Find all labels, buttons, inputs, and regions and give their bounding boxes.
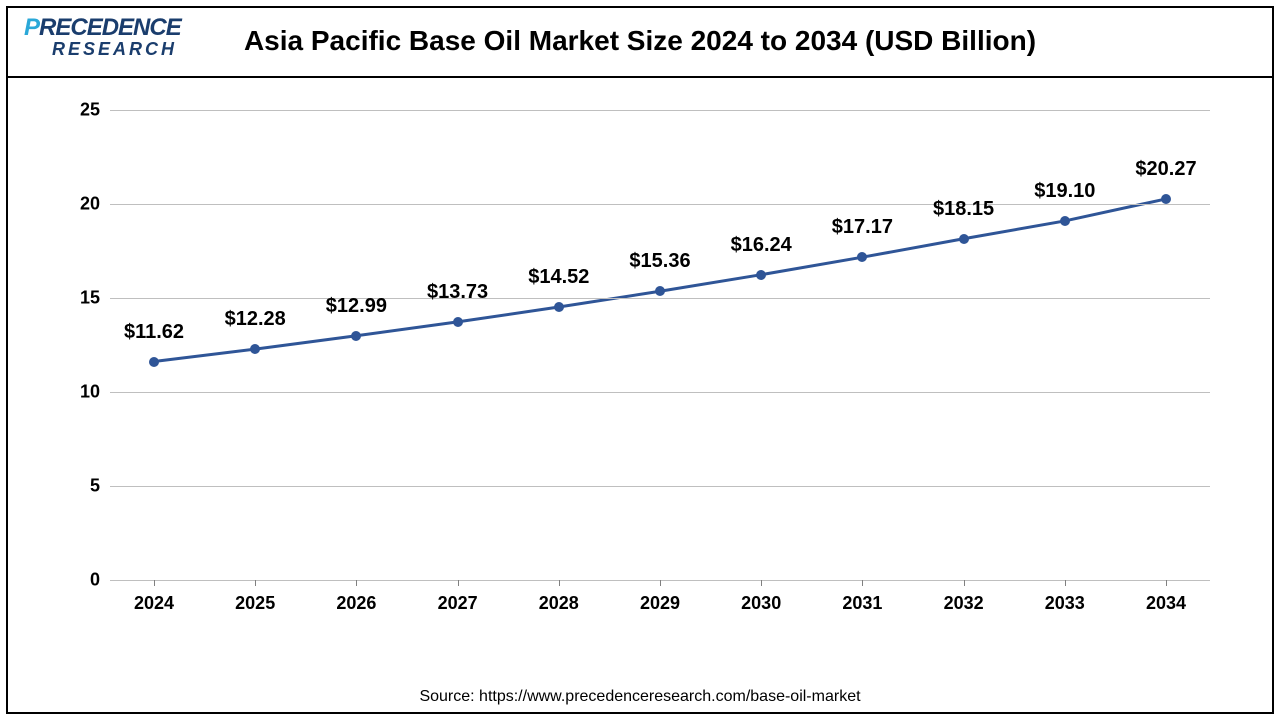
data-marker xyxy=(756,270,766,280)
y-axis-tick: 0 xyxy=(70,570,100,591)
gridline xyxy=(110,204,1210,205)
x-axis-tick: 2031 xyxy=(842,593,882,614)
data-label: $19.10 xyxy=(1034,180,1095,203)
x-axis-tick: 2024 xyxy=(134,593,174,614)
data-marker xyxy=(351,331,361,341)
data-marker xyxy=(149,357,159,367)
x-axis-tick: 2032 xyxy=(944,593,984,614)
x-tick-mark xyxy=(559,580,560,586)
data-marker xyxy=(554,302,564,312)
x-tick-mark xyxy=(458,580,459,586)
source-text: Source: https://www.precedenceresearch.c… xyxy=(0,688,1280,706)
gridline xyxy=(110,486,1210,487)
data-marker xyxy=(1161,194,1171,204)
data-label: $17.17 xyxy=(832,216,893,239)
y-axis-tick: 10 xyxy=(70,382,100,403)
data-label: $12.28 xyxy=(225,308,286,331)
x-tick-mark xyxy=(154,580,155,586)
x-axis-tick: 2028 xyxy=(539,593,579,614)
x-tick-mark xyxy=(761,580,762,586)
data-marker xyxy=(250,344,260,354)
x-tick-mark xyxy=(1065,580,1066,586)
y-axis-tick: 20 xyxy=(70,194,100,215)
data-marker xyxy=(655,286,665,296)
data-marker xyxy=(1060,216,1070,226)
logo-line2: RESEARCH xyxy=(52,40,181,58)
data-label: $18.15 xyxy=(933,198,994,221)
x-axis-tick: 2034 xyxy=(1146,593,1186,614)
data-label: $20.27 xyxy=(1135,158,1196,181)
data-marker xyxy=(959,234,969,244)
y-axis-tick: 5 xyxy=(70,476,100,497)
plot-region: 0510152025202420252026202720282029203020… xyxy=(110,110,1210,580)
x-axis-tick: 2029 xyxy=(640,593,680,614)
x-tick-mark xyxy=(964,580,965,586)
data-label: $11.62 xyxy=(124,321,184,344)
data-label: $16.24 xyxy=(731,234,792,257)
x-axis-tick: 2033 xyxy=(1045,593,1085,614)
x-axis-tick: 2030 xyxy=(741,593,781,614)
data-label: $15.36 xyxy=(629,250,690,273)
gridline xyxy=(110,392,1210,393)
x-axis-tick: 2025 xyxy=(235,593,275,614)
gridline xyxy=(110,298,1210,299)
y-axis-tick: 25 xyxy=(70,100,100,121)
chart-title: Asia Pacific Base Oil Market Size 2024 t… xyxy=(6,25,1274,57)
x-axis-tick: 2026 xyxy=(336,593,376,614)
data-marker xyxy=(857,252,867,262)
x-tick-mark xyxy=(862,580,863,586)
data-label: $13.73 xyxy=(427,281,488,304)
x-tick-mark xyxy=(356,580,357,586)
logo-line1-rest: RECEDENCE xyxy=(39,14,181,41)
data-label: $14.52 xyxy=(528,266,589,289)
header: PRECEDENCE RESEARCH Asia Pacific Base Oi… xyxy=(6,6,1274,78)
data-label: $12.99 xyxy=(326,295,387,318)
logo-line1: PRECEDENCE xyxy=(24,16,181,40)
x-tick-mark xyxy=(255,580,256,586)
logo: PRECEDENCE RESEARCH xyxy=(24,16,181,58)
logo-accent-letter: P xyxy=(24,14,39,41)
chart-area: 0510152025202420252026202720282029203020… xyxy=(50,100,1230,640)
x-axis-tick: 2027 xyxy=(438,593,478,614)
data-marker xyxy=(453,317,463,327)
x-tick-mark xyxy=(660,580,661,586)
y-axis-tick: 15 xyxy=(70,288,100,309)
x-tick-mark xyxy=(1166,580,1167,586)
gridline xyxy=(110,110,1210,111)
